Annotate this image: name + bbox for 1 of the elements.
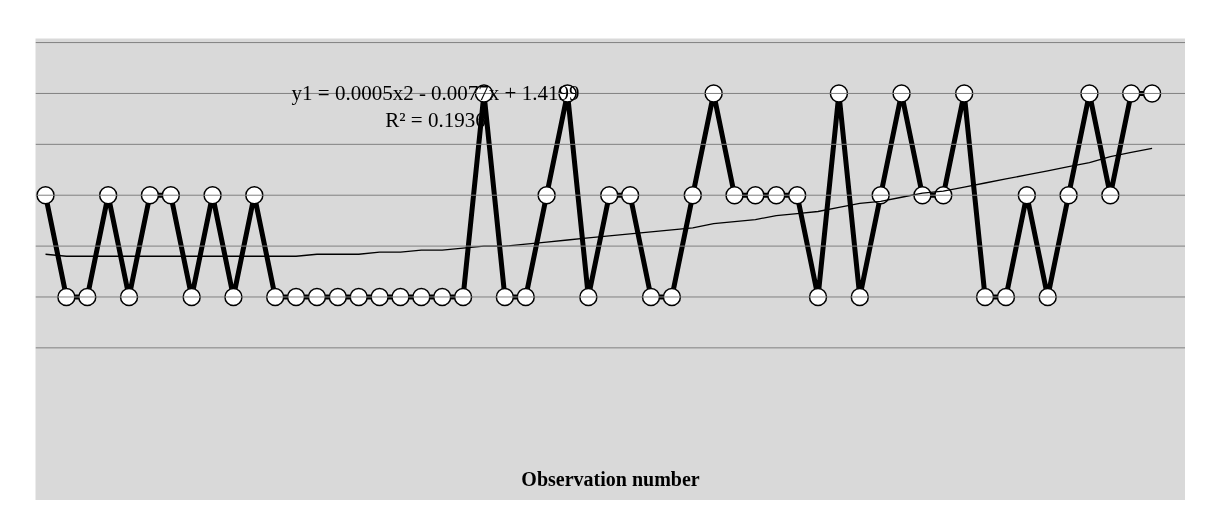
text: Observation number [521,467,700,490]
